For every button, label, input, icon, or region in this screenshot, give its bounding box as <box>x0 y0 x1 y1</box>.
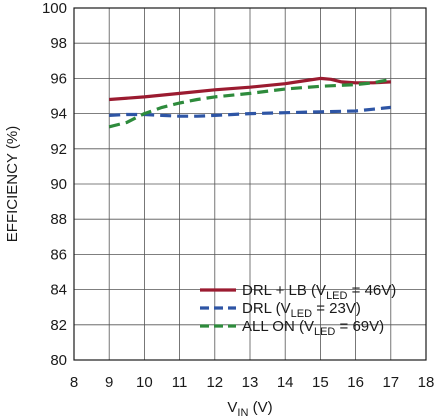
x-tick-label: 9 <box>105 374 113 391</box>
x-tick-label: 12 <box>206 374 223 391</box>
y-tick-label: 94 <box>50 106 67 123</box>
series-line-1 <box>109 76 391 102</box>
x-axis-title-main: V <box>227 399 237 416</box>
x-tick-label: 8 <box>70 374 78 391</box>
x-axis-title-sub: IN <box>237 407 248 418</box>
y-tick-label: 84 <box>50 282 67 299</box>
x-tick-label: 15 <box>312 374 329 391</box>
y-tick-label: 86 <box>50 246 67 263</box>
y-tick-label: 100 <box>42 0 67 17</box>
y-tick-label: 92 <box>50 141 67 158</box>
legend-label-2: DRL (VLED = 23V) <box>242 300 361 320</box>
x-tick-label: 13 <box>242 374 259 391</box>
y-tick-label: 88 <box>50 211 67 228</box>
x-tick-label: 11 <box>172 374 188 391</box>
legend: DRL + LB (VLED = 46V)DRL (VLED = 23V)ALL… <box>200 282 396 338</box>
plot-frame <box>73 7 427 361</box>
legend-label-1: DRL + LB (VLED = 46V) <box>242 282 396 302</box>
x-tick-label: 18 <box>418 374 435 391</box>
legend-label-3: ALL ON (VLED = 69V) <box>242 318 384 338</box>
y-tick-label: 80 <box>50 352 67 369</box>
x-axis-title-unit: (V) <box>248 399 272 416</box>
x-tick-label: 16 <box>347 374 364 391</box>
x-tick-labels: 8 9 10 11 12 13 14 15 16 17 18 <box>70 374 435 391</box>
x-tick-label: 10 <box>136 374 153 391</box>
y-axis-title: EFFICIENCY (%) <box>4 126 21 242</box>
x-tick-label: 17 <box>382 374 399 391</box>
series-layer <box>108 76 392 129</box>
x-axis-title: VIN (V) <box>227 399 272 418</box>
series-line-3 <box>108 77 392 129</box>
x-tick-label: 14 <box>277 374 294 391</box>
y-tick-label: 96 <box>50 70 67 87</box>
y-tick-labels: 80 82 84 86 88 90 92 94 96 98 100 <box>42 0 67 369</box>
y-tick-label: 98 <box>50 35 67 52</box>
y-tick-label: 90 <box>50 176 67 193</box>
y-tick-label: 82 <box>50 317 67 334</box>
